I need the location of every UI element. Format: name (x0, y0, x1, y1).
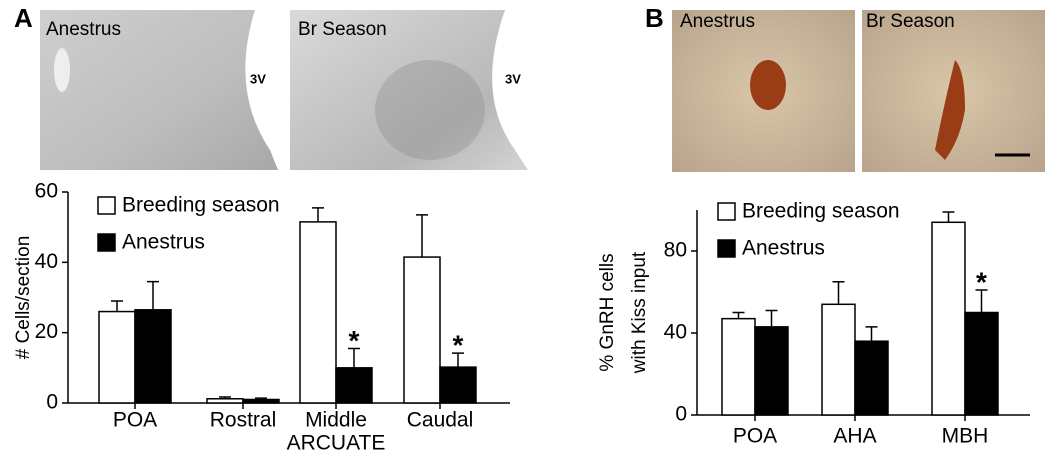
y-tick-label: 60 (35, 180, 58, 203)
bar (964, 311, 999, 416)
x-tick-label: AHA (833, 425, 876, 448)
bar (335, 367, 373, 404)
bar (439, 366, 477, 404)
image-mark: 3V (250, 71, 266, 86)
significance-mark: * (453, 329, 464, 360)
significance-mark: * (349, 325, 360, 356)
error-bar (348, 347, 360, 368)
error-bar (452, 352, 464, 368)
cell (750, 60, 786, 110)
error-bar (111, 300, 123, 312)
bar (134, 309, 172, 404)
y-axis-label: % GnRH cells (597, 253, 618, 371)
y-tick-label: 40 (35, 250, 58, 273)
bar (299, 221, 337, 404)
x-tick-label: POA (113, 409, 157, 432)
bar (206, 398, 244, 404)
y-tick-label: 80 (664, 239, 687, 262)
bar (931, 221, 966, 416)
panel-label: A (14, 3, 33, 33)
vessel (54, 48, 70, 92)
error-bar (416, 214, 428, 258)
y-tick-label: 20 (35, 320, 58, 343)
bar (98, 310, 136, 404)
image (40, 10, 278, 170)
error-bar (832, 281, 845, 305)
y-tick-label: 40 (664, 321, 687, 344)
y-axis-label: with Kiss input (629, 251, 650, 374)
ventricle (492, 10, 528, 170)
legend-label: Anestrus (122, 231, 205, 254)
x-tick-label: Middle (305, 409, 367, 432)
error-bar (312, 207, 324, 222)
micrographs (40, 10, 1045, 172)
x-tick-label: Rostral (210, 409, 277, 432)
legend-swatch (97, 196, 116, 215)
legend-label: Breeding season (122, 194, 280, 217)
legend-swatch (717, 202, 736, 221)
bar (754, 326, 789, 416)
error-bar (219, 396, 231, 399)
x-tick-label: Caudal (407, 409, 474, 432)
bar (821, 303, 856, 416)
significance-mark: * (976, 266, 987, 297)
y-tick-label: 0 (675, 403, 687, 426)
legend-swatch (717, 239, 736, 258)
x-tick-label: MBH (942, 425, 989, 448)
image-label: Br Season (866, 11, 955, 32)
bar (854, 340, 889, 416)
error-bar (765, 309, 778, 327)
legend-swatch (97, 233, 116, 252)
bar (242, 398, 280, 404)
stained-area (375, 60, 485, 160)
image (290, 10, 528, 170)
error-bar (732, 311, 745, 319)
image-mark: 3V (505, 71, 521, 86)
x-tick-label: POA (733, 425, 777, 448)
error-bar (975, 289, 988, 313)
error-bar (865, 326, 878, 342)
cell (935, 60, 965, 160)
group-label: ARCUATE (287, 432, 386, 455)
image-label: Anestrus (680, 11, 755, 32)
legend-label: Anestrus (742, 237, 825, 260)
ventricle (245, 10, 278, 170)
panel-label: B (645, 3, 664, 33)
error-bar (942, 211, 955, 223)
image-label: Anestrus (46, 19, 121, 40)
legend-label: Breeding season (742, 200, 900, 223)
y-tick-label: 0 (46, 391, 58, 414)
bar (403, 256, 441, 404)
y-axis-label: # Cells/section (13, 236, 34, 360)
bar (721, 317, 756, 416)
error-bar (147, 280, 159, 310)
image-label: Br Season (298, 19, 387, 40)
error-bar (255, 397, 267, 400)
